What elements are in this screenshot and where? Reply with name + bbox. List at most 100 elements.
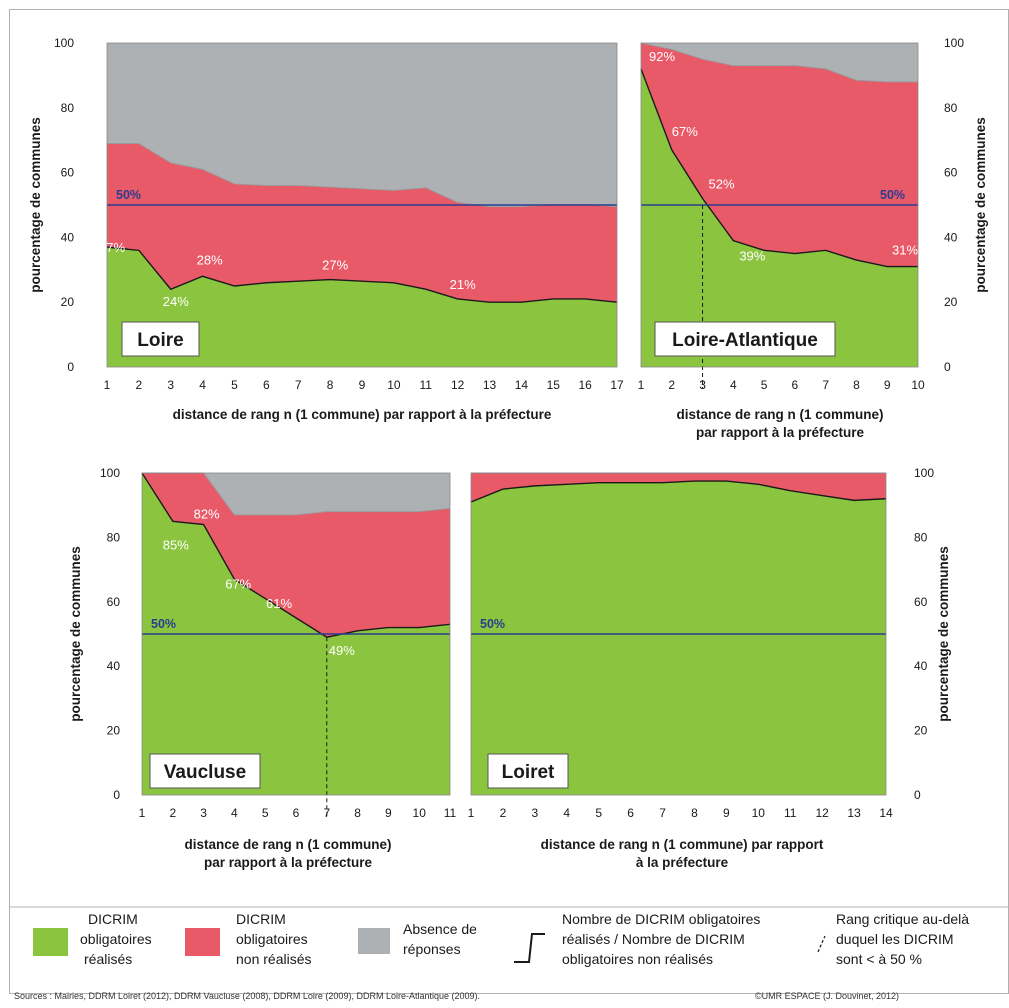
y-axis-label-0: pourcentage de communes <box>28 117 43 293</box>
y-tick-3-0: 0 <box>914 788 921 802</box>
x-tick-1-6: 7 <box>822 378 829 392</box>
data-label-2-3: 61% <box>266 596 292 611</box>
panel-title-0: Loire <box>137 330 183 351</box>
legend-realises-line1: DICRIM <box>88 911 138 927</box>
legend-swatch-absence <box>358 928 390 954</box>
x-tick-3-5: 6 <box>627 806 634 820</box>
x-tick-1-2: 3 <box>699 378 706 392</box>
data-label-2-0: 85% <box>163 537 189 552</box>
x-tick-1-5: 6 <box>792 378 799 392</box>
x-tick-1-1: 2 <box>668 378 675 392</box>
chart-panel-2: 50% 85% 82% 67% 61% 49% 0 20 40 60 80 100 pourcentag… <box>68 466 457 870</box>
ratio-line-2 <box>141 472 451 638</box>
data-label-1-1: 67% <box>672 124 698 139</box>
plot-frame-3 <box>470 472 887 796</box>
x-tick-3-10: 11 <box>784 806 797 820</box>
chart-panel-1: 50% 92% 67% 52% 39% 31% 0 20 40 60 80 100 pourcentag… <box>638 36 988 440</box>
legend-ratio-line3: obligatoires non réalisés <box>562 951 713 967</box>
data-label-0-3: 27% <box>322 258 348 273</box>
x-tick-3-13: 14 <box>879 806 893 820</box>
legend-realises-line3: réalisés <box>84 951 132 967</box>
x-tick-3-12: 13 <box>847 806 861 820</box>
y-tick-0-4: 80 <box>61 101 75 115</box>
plot-frame-0 <box>106 42 618 368</box>
legend-critical-dash-icon <box>817 935 826 953</box>
x-tick-2-3: 4 <box>231 806 238 820</box>
x-tick-3-4: 5 <box>595 806 602 820</box>
data-label-1-2: 52% <box>709 177 735 192</box>
area-realises-1 <box>641 68 918 368</box>
y-tick-3-5: 100 <box>914 466 934 480</box>
x-tick-1-3: 4 <box>730 378 737 392</box>
y-axis-label-2: pourcentage de communes <box>68 546 83 722</box>
x-tick-1-8: 9 <box>884 378 891 392</box>
x-tick-0-15: 16 <box>578 378 592 392</box>
x-tick-2-9: 10 <box>413 806 427 820</box>
plot-frame-1 <box>640 42 919 368</box>
x-tick-3-6: 7 <box>659 806 666 820</box>
legend-critical-line3: sont < à 50 % <box>836 951 922 967</box>
x-tick-2-4: 5 <box>262 806 269 820</box>
x-tick-2-10: 11 <box>444 806 457 820</box>
x-tick-0-5: 6 <box>263 378 270 392</box>
y-axis-label-1: pourcentage de communes <box>973 117 988 293</box>
x-axis-label-2-1: par rapport à la préfecture <box>204 855 373 870</box>
x-tick-0-16: 17 <box>610 378 624 392</box>
y-tick-0-2: 40 <box>61 230 75 244</box>
x-tick-1-4: 5 <box>761 378 768 392</box>
y-tick-2-5: 100 <box>100 466 120 480</box>
ratio-line-3 <box>470 480 887 503</box>
x-axis-label-2-0: distance de rang n (1 commune) <box>184 837 391 852</box>
y-tick-3-1: 20 <box>914 724 928 738</box>
legend-ratio-line1: Nombre de DICRIM obligatoires <box>562 911 760 927</box>
x-tick-0-12: 13 <box>483 378 497 392</box>
y-tick-0-3: 60 <box>61 166 75 180</box>
x-axis-label-0: distance de rang n (1 commune) par rappo… <box>173 407 552 422</box>
plot-frame-2 <box>141 472 451 796</box>
data-label-0-1: 24% <box>163 294 189 309</box>
x-tick-3-8: 9 <box>723 806 730 820</box>
data-label-2-4: 49% <box>329 643 355 658</box>
x-tick-0-8: 9 <box>359 378 366 392</box>
legend-absence-line1: Absence de <box>403 921 477 937</box>
x-tick-3-3: 4 <box>563 806 570 820</box>
legend-critical-line2: duquel les DICRIM <box>836 931 954 947</box>
threshold-label-3: 50% <box>480 617 505 631</box>
x-tick-0-3: 4 <box>199 378 206 392</box>
data-label-0-0: 37% <box>99 240 125 255</box>
panel-title-3: Loiret <box>502 762 555 783</box>
x-tick-1-9: 10 <box>911 378 925 392</box>
y-tick-2-0: 0 <box>113 788 120 802</box>
panel-title-box-1 <box>654 321 836 357</box>
legend: DICRIM obligatoires réalisés DICRIM obli… <box>9 906 1009 967</box>
x-tick-3-7: 8 <box>691 806 698 820</box>
x-tick-2-5: 6 <box>293 806 300 820</box>
panel-title-box-0 <box>121 321 200 357</box>
y-tick-2-2: 40 <box>107 659 121 673</box>
data-label-1-4: 31% <box>892 243 918 258</box>
x-tick-0-9: 10 <box>387 378 401 392</box>
y-tick-3-4: 80 <box>914 530 928 544</box>
ratio-line-0 <box>106 246 618 303</box>
legend-realises-line2: obligatoires <box>80 931 152 947</box>
x-tick-0-13: 14 <box>515 378 529 392</box>
x-tick-0-2: 3 <box>167 378 174 392</box>
x-tick-0-11: 12 <box>451 378 465 392</box>
y-tick-1-2: 40 <box>944 230 958 244</box>
legend-non-realises-line1: DICRIM <box>236 911 286 927</box>
y-tick-1-0: 0 <box>944 360 951 374</box>
x-tick-0-6: 7 <box>295 378 302 392</box>
x-axis-label-1-0: distance de rang n (1 commune) <box>676 407 883 422</box>
footer-credit: ©UMR ESPACE (J. Douvinet, 2012) <box>755 991 899 1001</box>
x-tick-3-11: 12 <box>815 806 829 820</box>
x-tick-2-0: 1 <box>139 806 146 820</box>
y-tick-0-0: 0 <box>67 360 74 374</box>
data-label-0-2: 28% <box>197 252 223 267</box>
ratio-line-1 <box>640 68 918 268</box>
data-label-0-4: 21% <box>450 277 476 292</box>
y-tick-1-3: 60 <box>944 166 958 180</box>
legend-ratio-line2: réalisés / Nombre de DICRIM <box>562 931 745 947</box>
chart-panel-0: 50% 37% 24% 28% 27% 21% 0 20 40 60 80 100 pourcentag… <box>28 36 624 422</box>
y-tick-0-1: 20 <box>61 295 75 309</box>
legend-swatch-non-realises <box>185 928 220 956</box>
